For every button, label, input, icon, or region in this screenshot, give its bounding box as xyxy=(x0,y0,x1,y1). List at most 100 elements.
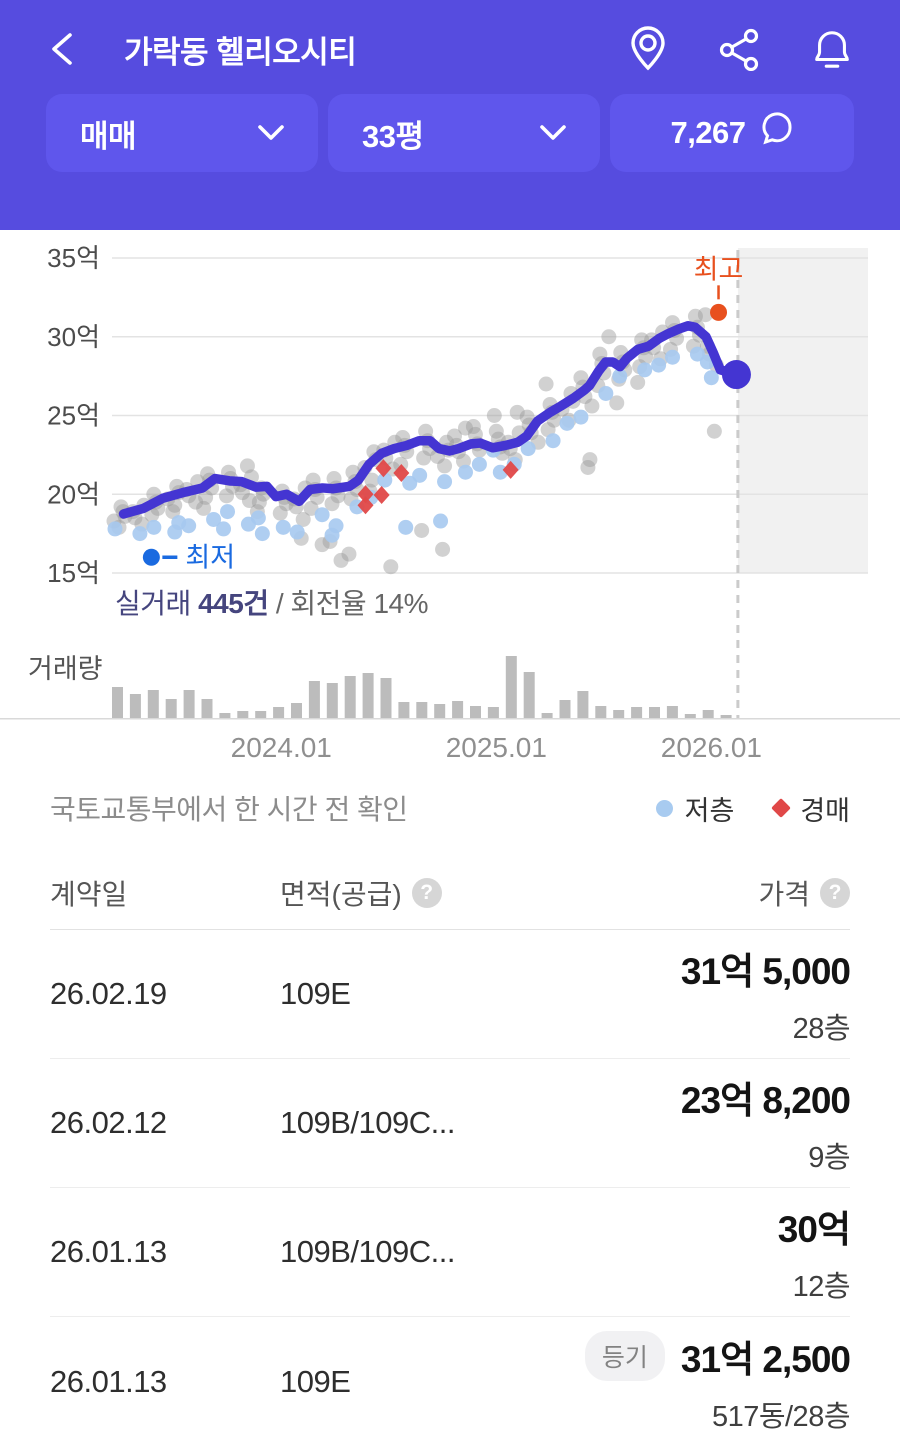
low-floor-point xyxy=(703,370,719,386)
floor-info: 9층 xyxy=(808,1142,850,1174)
filter-bar: 매매 33평 7,267 xyxy=(46,94,854,172)
transaction-point xyxy=(165,504,181,520)
stats-lead: 실거래 xyxy=(115,588,199,619)
low-floor-point xyxy=(289,524,305,540)
transaction-point xyxy=(314,537,330,553)
table-row[interactable]: 26.02.12 109B/109C... 23억 8,200 9층 xyxy=(50,1059,851,1188)
transaction-point xyxy=(584,398,600,414)
price-cell: 30억 12층 xyxy=(778,1199,851,1305)
low-floor-point xyxy=(398,519,414,535)
low-floor-point xyxy=(559,415,575,431)
bell-icon[interactable] xyxy=(810,27,854,71)
transaction-point xyxy=(303,500,319,516)
legend-low-floor-label: 저층 xyxy=(684,795,735,826)
transaction-point xyxy=(341,546,357,562)
area-type: 109B/109C... xyxy=(280,1105,455,1140)
transaction-point xyxy=(457,420,473,436)
share-icon[interactable] xyxy=(718,27,762,71)
transaction-point xyxy=(188,494,204,510)
stats-count: 445건 xyxy=(198,588,269,619)
transaction-point xyxy=(364,472,380,488)
volume-bar xyxy=(452,701,464,718)
transaction-point xyxy=(509,404,525,420)
transaction-point xyxy=(383,559,399,575)
low-floor-point xyxy=(254,526,270,542)
table-row[interactable]: 26.02.19 109E 31억 5,000 28층 xyxy=(50,930,851,1059)
future-region xyxy=(737,248,868,573)
latest-price-dot xyxy=(721,360,751,390)
registered-badge: 등기 xyxy=(584,1330,665,1381)
volume-bar xyxy=(308,681,320,718)
chevron-down-icon xyxy=(540,125,566,141)
price-value: 31억 2,500 xyxy=(680,1338,851,1380)
transaction-point xyxy=(697,307,713,323)
volume-bar xyxy=(487,707,499,718)
volume-bar xyxy=(559,700,571,718)
low-floor-point xyxy=(651,357,667,373)
low-floor-point xyxy=(146,519,162,535)
volume-bar xyxy=(398,702,410,718)
chat-bubble-icon xyxy=(760,112,794,154)
transaction-point xyxy=(295,511,311,527)
low-floor-point xyxy=(433,513,449,529)
auction-point xyxy=(357,496,374,515)
transaction-point xyxy=(333,552,349,568)
table-row[interactable]: 26.01.13 109B/109C... 30억 12층 xyxy=(50,1188,851,1317)
trade-type-label: 매매 xyxy=(80,118,137,154)
low-floor-point xyxy=(132,526,148,542)
area-type: 109E xyxy=(280,976,351,1011)
low-floor-point xyxy=(520,441,536,457)
transaction-point xyxy=(687,308,703,324)
transaction-point xyxy=(486,408,502,423)
back-button[interactable] xyxy=(46,27,90,71)
max-price-dot xyxy=(710,303,728,321)
transaction-point xyxy=(418,423,434,439)
price-cell: 31억 5,000 28층 xyxy=(681,941,851,1047)
transaction-point xyxy=(435,541,451,557)
transaction-point xyxy=(638,349,654,365)
low-floor-point xyxy=(250,510,266,526)
y-tick-label: 25억 xyxy=(47,401,100,431)
auction-point xyxy=(373,486,390,505)
y-tick-label: 35억 xyxy=(47,243,100,273)
low-floor-point xyxy=(167,524,183,540)
header-price: 가격 xyxy=(758,878,810,910)
table-row[interactable]: 26.01.13 109E 등기 31억 2,500 517동/28층 xyxy=(50,1317,851,1446)
location-icon[interactable] xyxy=(626,26,670,71)
size-label: 33평 xyxy=(362,118,424,154)
transaction-point xyxy=(601,329,617,345)
volume-bar xyxy=(129,694,141,718)
volume-bar xyxy=(291,703,302,718)
transaction-point xyxy=(414,522,430,538)
floor-info: 517동/28층 xyxy=(711,1400,851,1433)
price-help-icon[interactable]: ? xyxy=(820,877,850,908)
transaction-point xyxy=(196,500,212,516)
size-dropdown[interactable]: 33평 xyxy=(328,94,600,172)
price-chart[interactable]: 35억 30억 25억 20억 15억 거래량 2024.01 2025.01 2026.01 최… xyxy=(0,230,900,770)
area-help-icon[interactable]: ? xyxy=(411,877,442,908)
volume-bar xyxy=(505,656,517,718)
low-floor-point xyxy=(181,518,197,534)
volume-bar xyxy=(416,702,428,718)
volume-bar xyxy=(219,713,231,718)
low-floor-point xyxy=(457,464,473,480)
transaction-point xyxy=(538,376,554,392)
transaction-point xyxy=(326,471,342,486)
volume-bar xyxy=(112,687,123,718)
volume-bar xyxy=(613,710,625,718)
low-floor-point xyxy=(314,507,330,523)
comments-button[interactable]: 7,267 xyxy=(610,94,854,172)
trade-type-dropdown[interactable]: 매매 xyxy=(46,94,318,172)
volume-bar xyxy=(326,683,338,718)
stats-rest: / 회전율 14% xyxy=(268,588,429,619)
volume-bar xyxy=(595,706,607,718)
low-floor-point xyxy=(612,368,628,384)
price-value: 23억 8,200 xyxy=(680,1080,851,1121)
volume-bar xyxy=(666,706,678,718)
transaction-point xyxy=(519,409,535,425)
volume-bar xyxy=(470,706,481,718)
area-type: 109B/109C... xyxy=(280,1234,455,1269)
low-floor-point xyxy=(324,527,340,543)
transaction-point xyxy=(234,485,250,501)
